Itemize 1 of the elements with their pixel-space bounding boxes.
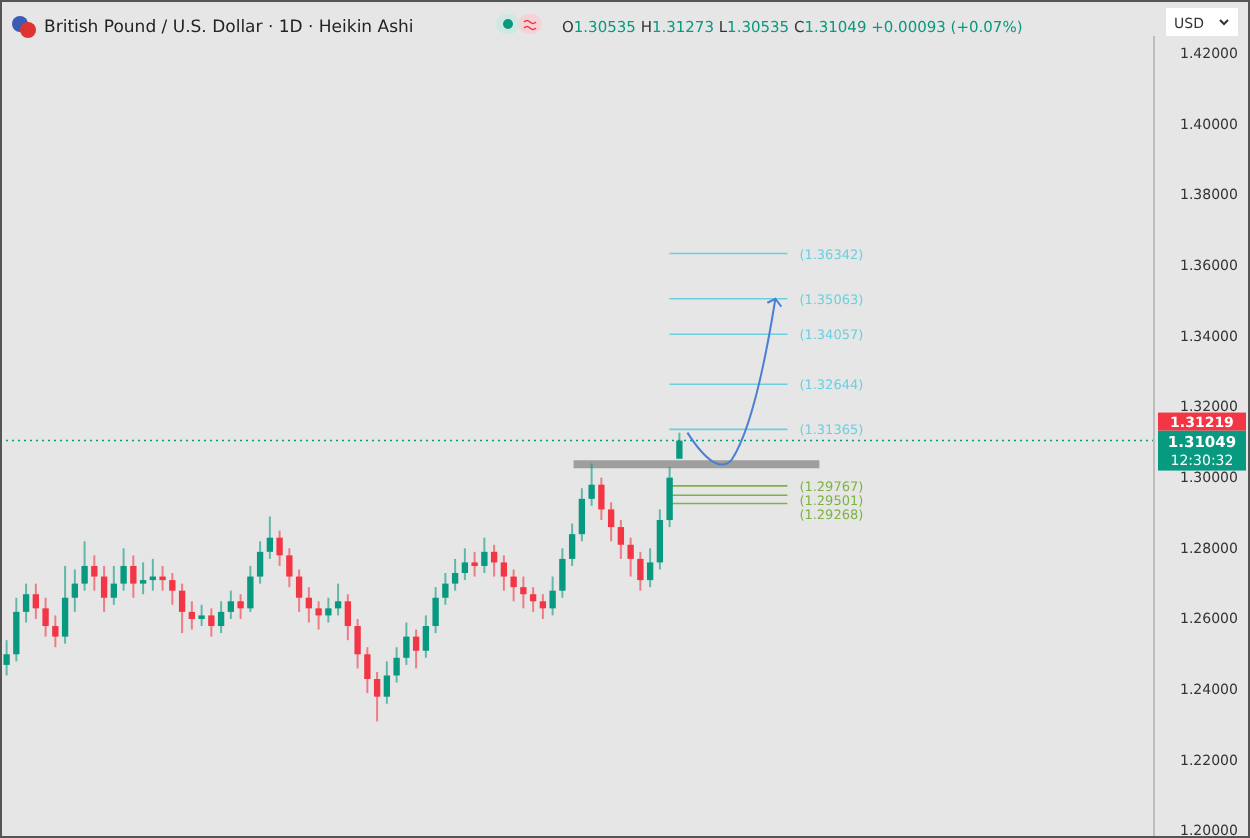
chart-title: British Pound / U.S. Dollar · 1D · Heikin Ashi (44, 18, 414, 38)
